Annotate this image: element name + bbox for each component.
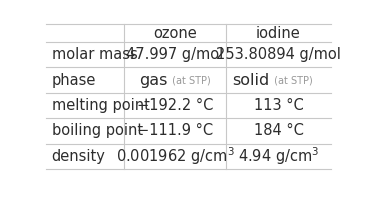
Text: density: density (52, 149, 106, 164)
Text: molar mass: molar mass (52, 47, 138, 62)
Text: ozone: ozone (153, 26, 197, 41)
Text: 0.001962 g/cm$^3$: 0.001962 g/cm$^3$ (116, 145, 234, 167)
Text: iodine: iodine (256, 26, 301, 41)
Text: 184 °C: 184 °C (254, 123, 303, 138)
Text: 4.94 g/cm$^3$: 4.94 g/cm$^3$ (238, 145, 319, 167)
Text: boiling point: boiling point (52, 123, 143, 138)
Text: −192.2 °C: −192.2 °C (137, 98, 213, 113)
Text: phase: phase (52, 73, 96, 88)
Text: (at STP): (at STP) (169, 76, 210, 86)
Text: 113 °C: 113 °C (254, 98, 303, 113)
Text: −111.9 °C: −111.9 °C (137, 123, 213, 138)
Text: melting point: melting point (52, 98, 149, 113)
Text: (at STP): (at STP) (271, 76, 313, 86)
Text: gas: gas (139, 73, 168, 88)
Text: 253.80894 g/mol: 253.80894 g/mol (216, 47, 341, 62)
Text: solid: solid (233, 73, 270, 88)
Text: 47.997 g/mol: 47.997 g/mol (127, 47, 224, 62)
